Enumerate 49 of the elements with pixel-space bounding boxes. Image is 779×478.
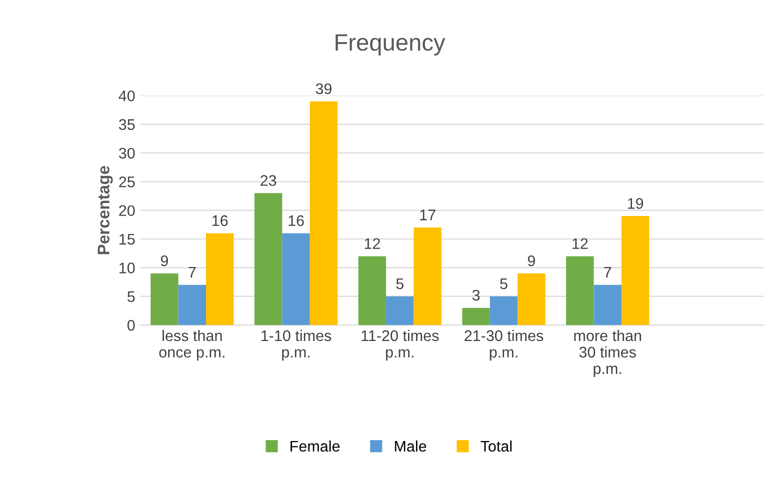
data-label: 19 [628,198,644,209]
data-label: 5 [500,278,508,290]
data-label: 17 [420,210,436,220]
x-tick-label: 21-30 times p.m. [464,330,544,361]
y-tick-label: 20 [119,205,135,216]
bar [621,216,650,326]
bar [358,256,386,326]
y-tick-label: 0 [127,320,135,331]
bar [254,193,282,326]
x-tick-label: less than once p.m. [159,330,224,361]
bar [414,228,442,326]
legend-label: Female [290,440,340,452]
data-label: 9 [160,255,168,266]
bar [178,284,206,326]
bar [518,273,546,326]
y-tick-label: 40 [118,90,135,102]
y-axis-title: Percentage [98,166,113,254]
y-tick-label: 5 [127,291,135,302]
bar [150,273,178,326]
bar [566,256,594,326]
data-label: 23 [260,175,276,186]
bar [310,101,338,326]
y-tick-label: 10 [120,262,135,274]
y-tick-label: 30 [118,148,135,159]
x-tick-label: more than 30 times p.m. [574,330,642,378]
data-label: 9 [528,255,535,266]
data-label: 16 [288,215,304,226]
data-label: 7 [188,267,196,278]
bar [282,233,310,326]
data-label: 3 [472,290,480,301]
bar [462,308,490,326]
bar [594,284,622,326]
x-tick-label: 11-20 times p.m. [362,330,439,361]
bar [490,296,518,326]
data-label: 7 [604,267,612,278]
legend-label: Total [480,440,512,452]
y-tick-label: 15 [120,234,135,245]
bar [206,233,234,326]
data-label: 16 [212,215,228,226]
data-label: 12 [364,238,380,249]
x-tick-label: 1-10 times p.m. [262,330,332,361]
legend-label: Male [394,440,426,452]
y-tick-label: 35 [118,119,135,130]
y-tick-label: 25 [119,176,135,188]
chart-title: Frequency [336,34,446,56]
bar [386,296,414,326]
data-label: 12 [572,238,588,249]
data-label: 5 [396,278,404,290]
data-label: 39 [316,83,332,94]
